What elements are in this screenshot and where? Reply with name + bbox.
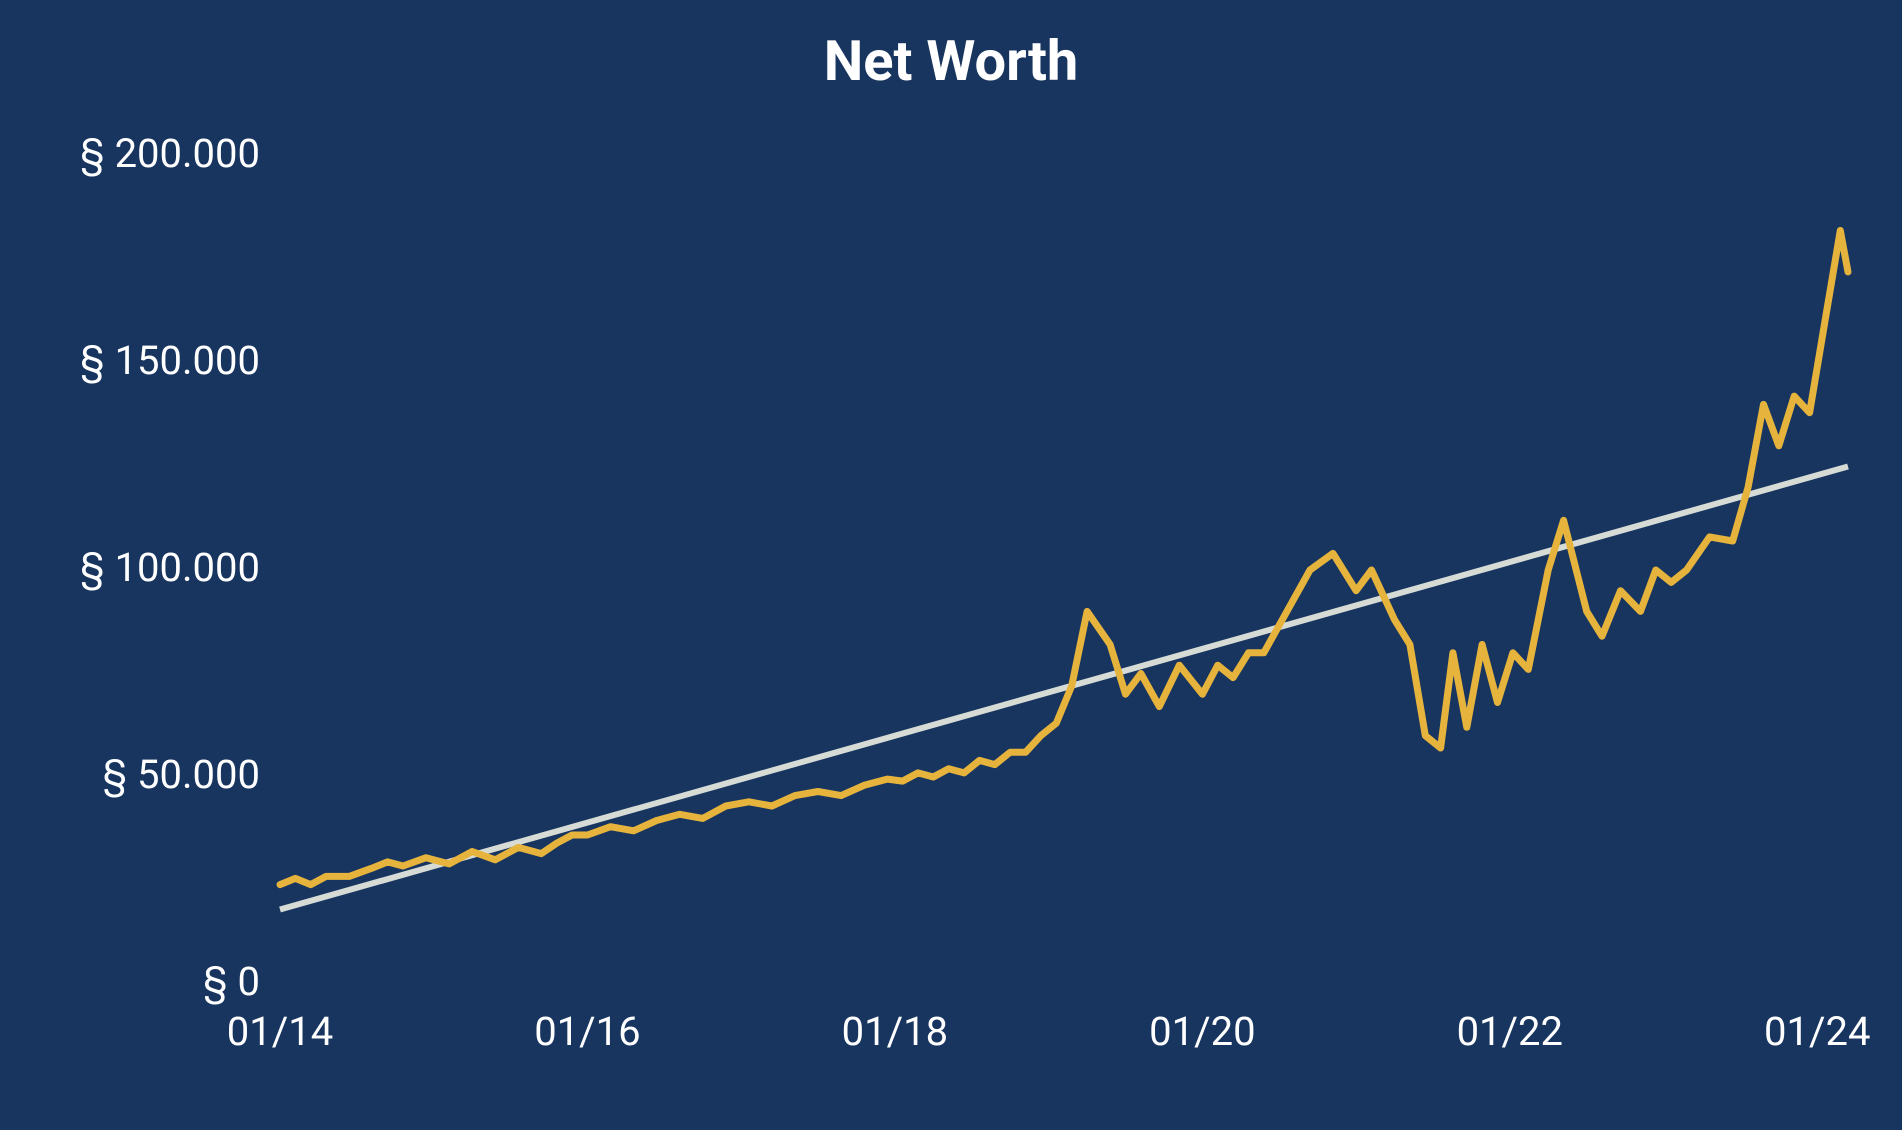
x-axis-tick-label: 01/22 bbox=[1457, 1008, 1563, 1055]
x-axis-tick-label: 01/20 bbox=[1149, 1008, 1255, 1055]
x-axis-tick-label: 01/14 bbox=[227, 1008, 333, 1055]
y-axis-tick-label: § 50.000 bbox=[103, 751, 260, 798]
net-worth-series-line bbox=[280, 231, 1848, 885]
x-axis-tick-label: 01/18 bbox=[842, 1008, 948, 1055]
y-axis-tick-label: § 0 bbox=[203, 958, 260, 1005]
y-axis-tick-label: § 200.000 bbox=[80, 130, 260, 177]
x-axis-tick-label: 01/24 bbox=[1764, 1008, 1870, 1055]
net-worth-chart: Net Worth § 0 § 50.000 § 100.000 § 150.000 §… bbox=[0, 0, 1902, 1130]
y-axis-tick-label: § 100.000 bbox=[80, 544, 260, 591]
y-axis-tick-label: § 150.000 bbox=[80, 337, 260, 384]
trend-line bbox=[280, 467, 1848, 910]
chart-plot-surface bbox=[280, 156, 1848, 984]
chart-title: Net Worth bbox=[0, 0, 1902, 94]
x-axis-tick-label: 01/16 bbox=[534, 1008, 640, 1055]
